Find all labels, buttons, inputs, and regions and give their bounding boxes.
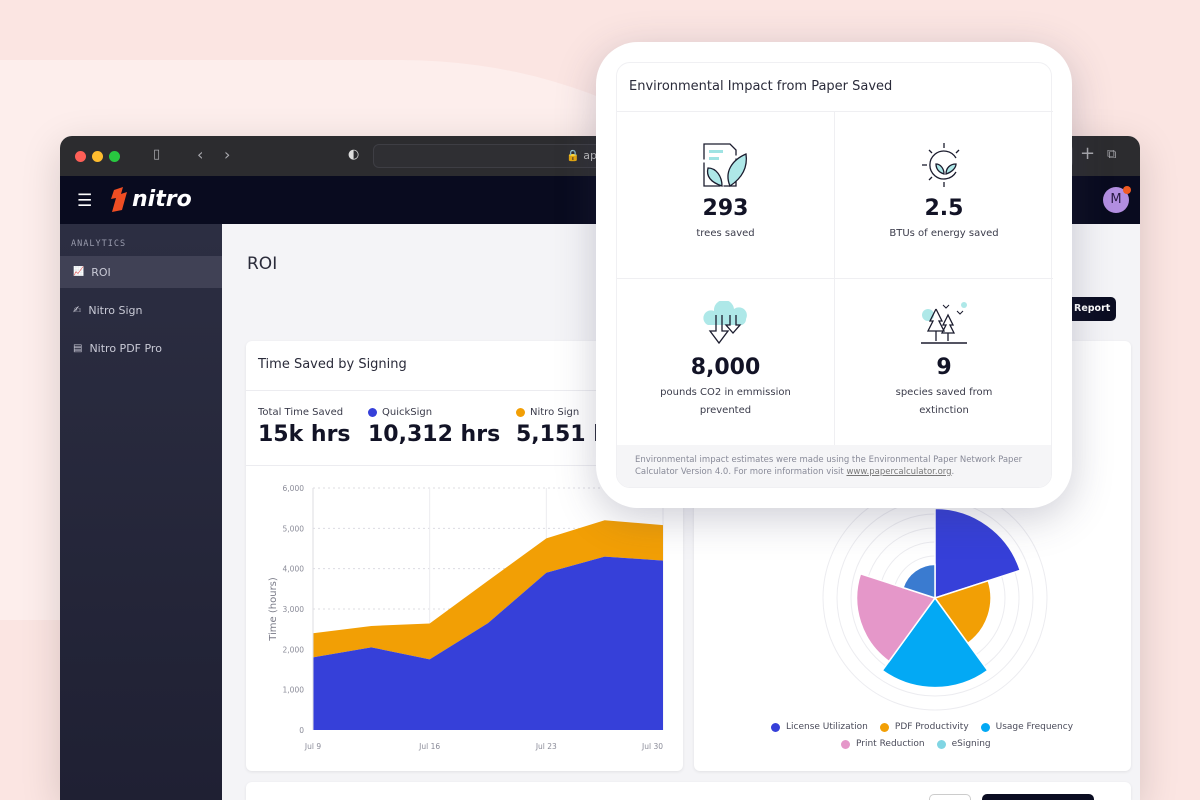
legend-dot — [368, 408, 377, 417]
area-series-quicksign — [313, 556, 663, 730]
polar-segment-license-utilization — [934, 507, 1022, 600]
cloud-arrows-icon — [702, 301, 747, 345]
environmental-impact-card: Environmental Impact from Paper Saved 29… — [616, 62, 1053, 488]
y-tick-label: 0 — [299, 726, 304, 735]
nitro-logo[interactable]: nitro — [110, 186, 192, 212]
impact-energy: 2.5 BTUs of energy saved — [835, 111, 1053, 278]
stat-label: Nitro Sign — [530, 407, 580, 418]
tabs-overview-icon[interactable]: ⧉ — [1107, 147, 1117, 162]
stat-value: 10,312 hrs — [368, 422, 501, 447]
sidebar-toggle-icon[interactable]: ▯ — [153, 147, 161, 162]
legend-item[interactable]: Usage Frequency — [980, 722, 1073, 732]
impact-value: 9 — [936, 355, 952, 380]
legend-item[interactable]: License Utilization — [771, 722, 868, 732]
x-tick-label: Jul 23 — [535, 742, 557, 751]
forward-icon[interactable]: › — [224, 145, 231, 164]
sidebar-item-nitro-sign[interactable]: ✍ Nitro Sign — [60, 294, 222, 326]
footnote-end: . — [951, 467, 955, 477]
stat-total: Total Time Saved 15k hrs — [258, 407, 351, 447]
footnote-text: Environmental impact estimates were made… — [635, 455, 1023, 477]
minimize-window-button[interactable] — [92, 151, 103, 162]
shield-icon: ◐ — [348, 147, 360, 162]
card-title: Environmental Impact from Paper Saved — [629, 79, 893, 94]
sidebar: ANALYTICS 📈 ROI ✍ Nitro Sign ▤ Nitro PDF Pr… — [60, 224, 222, 800]
stat-value: 15k hrs — [258, 422, 351, 447]
sidebar-item-label: ROI — [91, 265, 111, 279]
impact-co2: 8,000 pounds CO2 in emmission prevented — [617, 278, 835, 445]
stat-label: QuickSign — [382, 407, 433, 418]
notification-dot — [1123, 186, 1131, 194]
impact-label: pounds CO2 in emmission prevented — [660, 387, 791, 416]
impact-species: 9 species saved from extinction — [835, 278, 1053, 445]
bottom-card — [246, 782, 1131, 800]
legend-item[interactable]: eSigning — [936, 739, 991, 749]
y-tick-label: 3,000 — [283, 605, 305, 614]
maximize-window-button[interactable] — [109, 151, 120, 162]
polar-segment-pdf-productivity — [933, 579, 992, 645]
sidebar-item-roi[interactable]: 📈 ROI — [60, 256, 222, 288]
menu-icon[interactable]: ☰ — [77, 191, 93, 211]
impact-value: 8,000 — [690, 355, 761, 380]
y-tick-label: 5,000 — [283, 524, 305, 533]
sidebar-item-nitro-pdf-pro[interactable]: ▤ Nitro PDF Pro — [60, 332, 222, 364]
y-axis-label: Time (hours) — [268, 577, 279, 642]
chart-legend-row-2: Print Reduction eSigning — [841, 739, 991, 749]
forest-icon — [921, 302, 967, 344]
logo-text: nitro — [132, 186, 192, 212]
y-tick-label: 1,000 — [283, 686, 305, 695]
y-tick-label: 6,000 — [283, 484, 305, 493]
polar-segment-esigning — [902, 563, 936, 600]
y-tick-label: 4,000 — [283, 565, 305, 574]
chart-icon: 📈 — [73, 267, 85, 277]
legend-item[interactable]: PDF Productivity — [879, 722, 969, 732]
environmental-impact-popout: Environmental Impact from Paper Saved 29… — [596, 42, 1072, 508]
time-saved-card: Time Saved by Signing Total Time Saved 15… — [246, 341, 683, 771]
impact-trees: 293 trees saved — [617, 111, 835, 278]
secondary-button[interactable] — [929, 794, 971, 800]
report-button[interactable]: Report — [1072, 297, 1116, 321]
stat-quicksign: QuickSign 10,312 hrs — [368, 407, 500, 447]
avatar-initial: M — [1110, 192, 1122, 207]
impact-value: 2.5 — [924, 196, 964, 221]
x-tick-label: Jul 30 — [641, 742, 663, 751]
polar-area-chart — [822, 485, 1048, 711]
page-title: ROI — [247, 254, 278, 274]
stat-label: Total Time Saved — [258, 407, 344, 418]
x-tick-label: Jul 9 — [304, 742, 321, 751]
card-title: Time Saved by Signing — [258, 357, 407, 372]
signature-icon: ✍ — [73, 304, 82, 316]
footnote: Environmental impact estimates were made… — [617, 445, 1051, 487]
sidebar-section-heading: ANALYTICS — [71, 239, 127, 249]
impact-label: species saved from extinction — [895, 387, 993, 416]
sidebar-item-label: Nitro PDF Pro — [89, 341, 162, 355]
document-icon: ▤ — [73, 342, 83, 354]
impact-value: 293 — [702, 196, 749, 221]
avatar[interactable]: M — [1103, 186, 1131, 213]
legend-dot — [516, 408, 525, 417]
area-series-nitro-sign — [313, 520, 663, 660]
paper-leaf-icon — [702, 143, 747, 187]
sun-leaf-icon — [922, 143, 960, 187]
polar-segment-print-reduction — [855, 572, 937, 663]
close-window-button[interactable] — [75, 151, 86, 162]
new-tab-icon[interactable]: + — [1080, 143, 1096, 164]
area-chart: 0 1,000 2,000 3,000 4,000 5,000 6,000 Jul 9 Jul … — [268, 484, 664, 751]
legend-item[interactable]: Print Reduction — [841, 739, 925, 749]
impact-label: trees saved — [696, 228, 755, 239]
y-tick-label: 2,000 — [283, 645, 305, 654]
paper-calculator-link[interactable]: www.papercalculator.org — [846, 467, 952, 477]
nitro-logo-icon — [111, 187, 127, 212]
polar-segment-usage-frequency — [881, 596, 989, 689]
back-icon[interactable]: ‹ — [197, 145, 204, 164]
impact-label: BTUs of energy saved — [889, 228, 999, 239]
sidebar-item-label: Nitro Sign — [88, 303, 143, 317]
primary-button[interactable] — [982, 794, 1094, 800]
chart-legend: License Utilization PDF Productivity Usa… — [771, 722, 1073, 732]
x-tick-label: Jul 16 — [418, 742, 440, 751]
